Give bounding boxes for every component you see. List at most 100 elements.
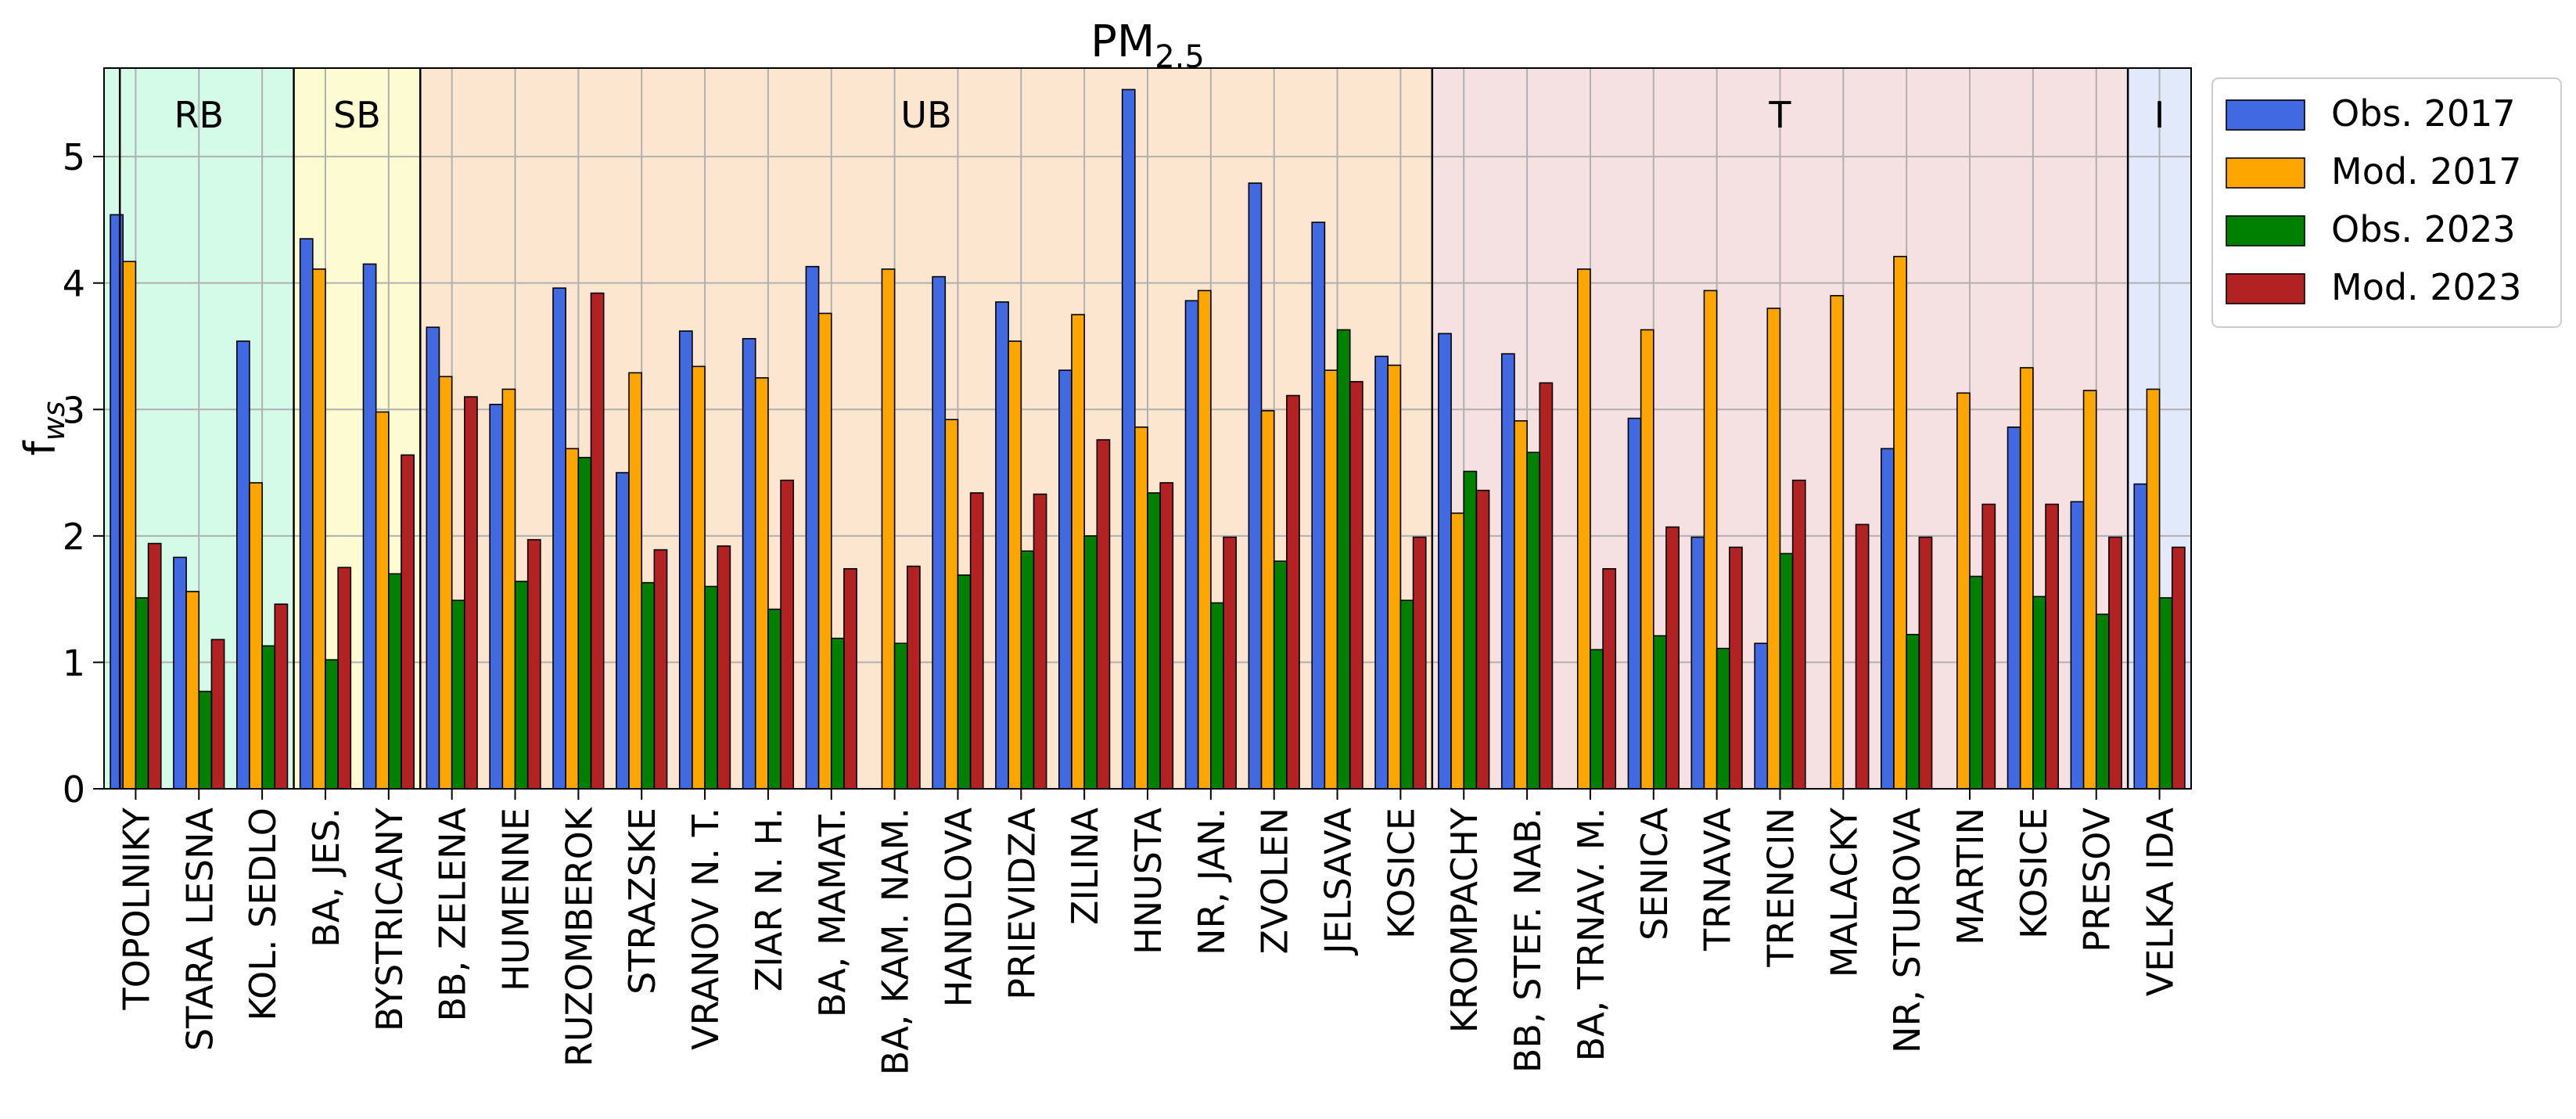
bar-obs-2017-9	[678, 330, 693, 790]
y-tick-label: 3	[63, 389, 85, 431]
bar-mod-2017-16	[1134, 426, 1148, 790]
legend-label: Mod. 2023	[2331, 266, 2521, 308]
bar-mod-2017-3	[311, 268, 326, 790]
bar-mod-2023-22	[1539, 382, 1554, 790]
bar-mod-2017-1	[185, 591, 200, 790]
bar-obs-2017-1	[173, 556, 187, 790]
bar-mod-2017-8	[628, 372, 643, 790]
bar-mod-2023-27	[1855, 524, 1870, 790]
bar-obs-2023-1	[198, 690, 213, 790]
bar-mod-2017-20	[1387, 364, 1402, 790]
bar-obs-2017-25	[1690, 536, 1705, 790]
bar-obs-2023-18	[1273, 560, 1288, 790]
bar-mod-2017-32	[2146, 388, 2161, 790]
x-tick-label: BYSTRICANY	[368, 807, 411, 1031]
bar-mod-2023-12	[906, 565, 921, 790]
bar-obs-2017-28	[1881, 448, 1895, 790]
y-tick-label: 4	[63, 263, 85, 305]
bar-obs-2017-10	[742, 337, 756, 790]
x-tick-label: PRIEVIDZA	[1001, 807, 1043, 999]
dividers-layer	[118, 68, 2129, 789]
y-tick-label: 0	[63, 768, 85, 811]
bar-obs-2023-20	[1399, 599, 1414, 790]
x-tick-label: ZVOLEN	[1254, 808, 1296, 954]
x-tick-label: VELKA IDA	[2139, 807, 2182, 996]
bar-mod-2017-7	[565, 448, 580, 790]
bar-mod-2023-3	[337, 567, 352, 790]
x-tick-label: BB, ZELENA	[432, 807, 474, 1021]
bar-obs-2017-3	[299, 238, 314, 790]
bar-obs-2023-6	[514, 581, 529, 790]
x-tick-label: TRENCIN	[1759, 808, 1802, 968]
x-tick-label: KOL. SEDLO	[242, 808, 284, 1021]
bar-mod-2017-26	[1766, 308, 1781, 790]
bar-obs-2023-25	[1716, 647, 1730, 790]
bar-mod-2023-26	[1791, 479, 1806, 790]
bar-obs-2023-5	[451, 599, 465, 790]
bar-mod-2017-22	[1514, 420, 1528, 790]
region-label-t: T	[1768, 94, 1791, 136]
bar-mod-2023-8	[653, 549, 668, 790]
bar-mod-2023-5	[464, 396, 478, 790]
x-tick-label: BA, JES.	[305, 808, 347, 948]
bar-mod-2023-0	[147, 542, 162, 790]
bar-mod-2017-10	[754, 377, 769, 790]
legend-swatch	[2226, 99, 2305, 131]
bar-obs-2017-20	[1374, 355, 1389, 790]
y-tick-label: 1	[63, 642, 85, 684]
bar-obs-2023-24	[1652, 635, 1667, 790]
x-tick-label: NR, STUROVA	[1886, 807, 1928, 1052]
bar-obs-2017-19	[1311, 221, 1326, 790]
bar-mod-2023-18	[1286, 394, 1300, 790]
bar-obs-2023-2	[261, 645, 276, 790]
bar-mod-2023-2	[274, 603, 289, 790]
y-axis-label: fws	[16, 401, 71, 456]
bar-obs-2023-7	[577, 456, 592, 790]
bar-mod-2023-32	[2171, 546, 2186, 790]
bar-mod-2023-6	[526, 538, 541, 790]
bar-obs-2017-4	[362, 263, 377, 790]
x-tick-label: KOSICE	[2013, 808, 2055, 939]
bar-mod-2023-9	[717, 545, 731, 790]
bar-obs-2017-7	[552, 287, 566, 790]
bar-mod-2023-16	[1159, 482, 1174, 790]
bar-obs-2017-5	[426, 326, 440, 790]
bar-mod-2017-2	[249, 482, 263, 790]
bar-obs-2023-0	[135, 597, 149, 790]
bar-mod-2017-11	[817, 312, 832, 790]
legend-swatch	[2226, 273, 2305, 304]
x-tick-label: JELSAVA	[1317, 807, 1360, 955]
bar-obs-2017-16	[1121, 88, 1136, 790]
chart-title-main: PM	[1090, 16, 1155, 67]
bar-mod-2023-29	[1981, 503, 1996, 790]
bar-mod-2017-12	[881, 268, 896, 790]
bar-obs-2023-29	[1969, 575, 1983, 790]
bar-mod-2017-31	[2082, 390, 2097, 790]
bar-obs-2023-3	[325, 659, 339, 790]
bar-mod-2017-24	[1640, 329, 1654, 790]
bar-mod-2017-23	[1576, 268, 1591, 790]
bar-obs-2023-28	[1906, 634, 1920, 790]
bar-obs-2017-8	[616, 472, 630, 790]
bar-obs-2017-2	[235, 340, 250, 790]
bar-obs-2023-13	[957, 574, 972, 790]
bar-obs-2023-9	[704, 585, 719, 790]
bar-obs-2017-6	[489, 403, 504, 790]
x-tick-label: KOSICE	[1380, 808, 1422, 939]
bar-obs-2023-10	[767, 608, 781, 790]
bar-obs-2017-21	[1438, 333, 1452, 790]
bar-obs-2023-31	[2095, 613, 2110, 790]
bar-mod-2023-23	[1602, 568, 1617, 790]
bar-mod-2023-10	[780, 479, 795, 790]
bar-mod-2023-30	[2045, 503, 2060, 790]
bar-obs-2023-8	[641, 581, 656, 790]
region-label-sb: SB	[333, 94, 381, 136]
y-axis-label-subscript: ws	[37, 401, 71, 441]
bar-obs-2017-15	[1058, 369, 1072, 790]
region-label-ub: UB	[900, 94, 951, 136]
x-tick-label: BB, STEF. NAB.	[1507, 808, 1549, 1073]
bar-mod-2023-20	[1412, 536, 1427, 790]
bar-obs-2017-26	[1754, 642, 1769, 790]
bar-mod-2023-1	[210, 639, 225, 790]
